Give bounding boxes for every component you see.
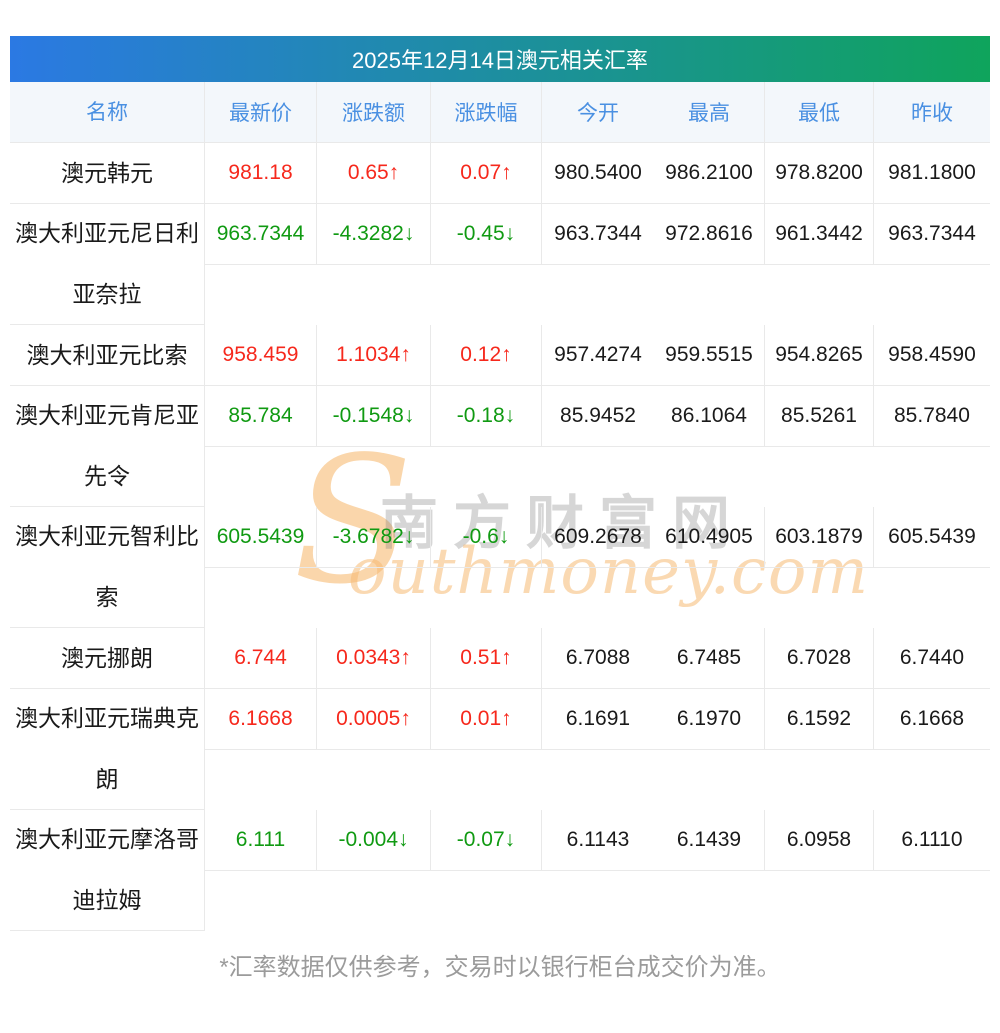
cell-prev-close: 6.1110 [901,828,963,851]
cell-open: 980.5400 [554,161,642,184]
cell-change-amount: -0.004↓ [317,810,431,870]
rate-table: 2025年12月14日澳元相关汇率 名称 最新价 涨跌额 涨跌幅 今开 最高 最低 昨收 澳元… [10,36,990,931]
cell-change-percent: 0.07↑ [431,143,542,203]
cell-latest-price: 963.7344 [205,204,318,264]
cell-prev-close: 6.1668 [899,707,965,730]
cell-low: 603.1879 [765,507,874,567]
cell-name: 澳大利亚元比索 [10,325,205,386]
cell-open: 609.2678 [554,525,642,548]
column-header: 涨跌额 [317,82,431,142]
cell-name: 澳元韩元 [10,143,205,204]
cell-name: 澳大利亚元瑞典克朗 [10,689,205,810]
header-data-band: 最新价 涨跌额 涨跌幅 今开 最高 最低 昨收 [205,82,990,143]
cell-prev-close: 85.7840 [894,404,970,427]
cell-change-percent: -0.6↓ [431,507,542,567]
table-row: 澳大利亚元摩洛哥迪拉姆 6.111 -0.004↓ -0.07↓ 6.1143 6.143… [10,810,990,931]
footer-note: *汇率数据仅供参考，交易时以银行柜台成交价为准。 [219,954,781,981]
cell-change-percent: -0.45↓ [431,204,542,264]
cell-name: 澳大利亚元肯尼亚先令 [10,386,205,507]
column-header: 昨收 [910,102,953,125]
column-header: 最高 [654,82,765,142]
table-row: 澳大利亚元智利比索 605.5439 -3.6782↓ -0.6↓ 609.2678 61… [10,507,990,628]
title-bar: 2025年12月14日澳元相关汇率 [10,36,990,82]
cell-name: 澳大利亚元智利比索 [10,507,205,628]
cell-change-percent: -0.07↓ [431,810,542,870]
table-row: 澳大利亚元比索 958.459 1.1034↑ 0.12↑ 957.4274 959.55… [10,325,990,386]
row-data-band: 85.784 -0.1548↓ -0.18↓ 85.9452 86.1064 85.526… [205,386,990,447]
table-body: 澳元韩元 981.18 0.65↑ 0.07↑ 980.5400 986.2100 978.… [10,143,990,931]
cell-latest-price: 6.1668 [205,689,318,749]
cell-open: 85.9452 [560,404,636,427]
cell-high: 6.7485 [654,628,765,688]
row-data-band: 605.5439 -3.6782↓ -0.6↓ 609.2678 610.4905 603… [205,507,990,568]
cell-open: 957.4274 [554,343,642,366]
cell-prev-close: 963.7344 [888,222,976,245]
table-row: 澳大利亚元尼日利亚奈拉 963.7344 -4.3282↓ -0.45↓ 963.734… [10,204,990,325]
cell-open: 6.1691 [565,707,631,730]
cell-open: 963.7344 [554,222,642,245]
cell-low: 6.1592 [765,689,874,749]
cell-change-percent: -0.18↓ [431,386,542,446]
row-data-band: 6.1668 0.0005↑ 0.01↑ 6.1691 6.1970 6.1592 6.16… [205,689,990,750]
row-data-band: 6.111 -0.004↓ -0.07↓ 6.1143 6.1439 6.0958 6.11… [205,810,990,871]
cell-low: 6.7028 [765,628,874,688]
cell-change-amount: 1.1034↑ [317,325,431,385]
column-header: 今开 [576,102,619,125]
cell-high: 986.2100 [654,143,765,203]
cell-name: 澳大利亚元摩洛哥迪拉姆 [10,810,205,931]
cell-prev-close: 605.5439 [888,525,976,548]
cell-low: 85.5261 [765,386,874,446]
column-header: 最低 [765,82,874,142]
cell-high: 6.1970 [654,689,765,749]
cell-latest-price: 85.784 [205,386,318,446]
cell-open: 6.1143 [566,828,630,851]
row-data-band: 958.459 1.1034↑ 0.12↑ 957.4274 959.5515 954.8… [205,325,990,386]
column-header-name: 名称 [10,82,205,143]
table-row: 澳大利亚元肯尼亚先令 85.784 -0.1548↓ -0.18↓ 85.9452 86.… [10,386,990,507]
cell-open: 6.7088 [565,646,631,669]
cell-high: 972.8616 [654,204,765,264]
cell-prev-close: 981.1800 [888,161,976,184]
table-row: 澳大利亚元瑞典克朗 6.1668 0.0005↑ 0.01↑ 6.1691 6.1970 6… [10,689,990,810]
cell-prev-close: 958.4590 [888,343,976,366]
cell-low: 961.3442 [765,204,874,264]
cell-change-amount: -4.3282↓ [317,204,431,264]
cell-low: 978.8200 [765,143,874,203]
cell-change-amount: 0.0005↑ [317,689,431,749]
cell-name: 澳大利亚元尼日利亚奈拉 [10,204,205,325]
column-header: 最新价 [205,82,318,142]
cell-change-amount: 0.65↑ [317,143,431,203]
cell-high: 959.5515 [654,325,765,385]
table-row: 澳元韩元 981.18 0.65↑ 0.07↑ 980.5400 986.2100 978.… [10,143,990,204]
column-header: 涨跌幅 [431,82,542,142]
row-data-band: 6.744 0.0343↑ 0.51↑ 6.7088 6.7485 6.7028 6.744… [205,628,990,689]
cell-latest-price: 981.18 [205,143,318,203]
cell-high: 6.1439 [654,810,765,870]
cell-latest-price: 605.5439 [205,507,318,567]
page-title: 2025年12月14日澳元相关汇率 [352,48,648,73]
cell-low: 954.8265 [765,325,874,385]
cell-name: 澳元挪朗 [10,628,205,689]
cell-high: 610.4905 [654,507,765,567]
cell-change-amount: -3.6782↓ [317,507,431,567]
cell-change-amount: -0.1548↓ [317,386,431,446]
cell-latest-price: 6.744 [205,628,318,688]
cell-change-percent: 0.12↑ [431,325,542,385]
cell-latest-price: 6.111 [205,810,318,870]
cell-change-percent: 0.01↑ [431,689,542,749]
cell-low: 6.0958 [765,810,874,870]
cell-high: 86.1064 [654,386,765,446]
row-data-band: 963.7344 -4.3282↓ -0.45↓ 963.7344 972.8616 96… [205,204,990,265]
cell-latest-price: 958.459 [205,325,318,385]
cell-change-percent: 0.51↑ [431,628,542,688]
cell-change-amount: 0.0343↑ [317,628,431,688]
cell-prev-close: 6.7440 [899,646,965,669]
table-row: 澳元挪朗 6.744 0.0343↑ 0.51↑ 6.7088 6.7485 6.7028 6… [10,628,990,689]
row-data-band: 981.18 0.65↑ 0.07↑ 980.5400 986.2100 978.8200… [205,143,990,204]
header-row: 名称 最新价 涨跌额 涨跌幅 今开 最高 最低 昨收 [10,82,990,143]
